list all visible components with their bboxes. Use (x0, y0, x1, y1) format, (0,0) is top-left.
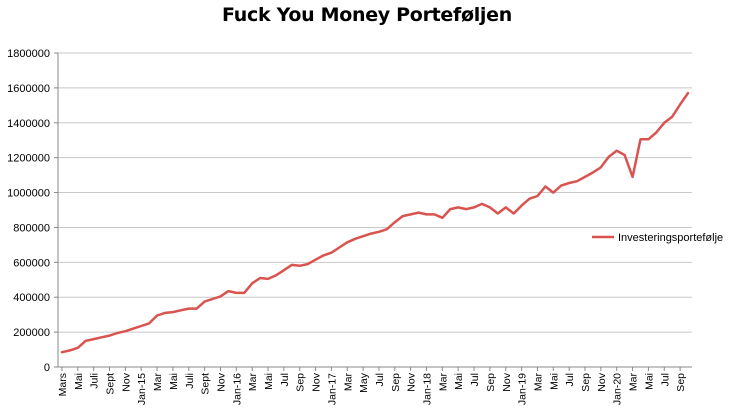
x-tick-label: Juli (89, 373, 101, 389)
x-tick-label: Nov (311, 372, 323, 391)
y-tick-label: 0 (44, 362, 50, 374)
x-tick-label: Mar (152, 373, 164, 392)
axes (57, 53, 692, 368)
x-tick-label: Nov (216, 372, 228, 391)
x-tick-label: Mar (533, 373, 545, 392)
chart-title: Fuck You Money Porteføljen (222, 4, 512, 26)
series-group (60, 91, 690, 354)
x-tick-label: Sep (580, 373, 592, 392)
x-tick-label: Mar (437, 373, 449, 392)
x-tick-label: May (358, 372, 370, 393)
x-tick-label: Jul (374, 373, 386, 386)
y-tick-label: 400000 (13, 292, 50, 304)
x-tick-label: Mars (57, 373, 69, 396)
x-tick-label: Jul (564, 373, 576, 386)
x-tick-label: Mai (168, 373, 180, 390)
x-tick-label: Sep (675, 373, 687, 392)
x-tick-label: Jan-15 (136, 373, 148, 405)
y-tick-label: 1800000 (7, 48, 50, 60)
x-tick-label: Mai (453, 373, 465, 390)
x-tick-label: Jul (279, 373, 291, 386)
x-tick-label: Sept (200, 373, 212, 395)
x-tick-label: Nov (406, 372, 418, 391)
y-tick-label: 800000 (13, 222, 50, 234)
gridlines (58, 52, 692, 333)
series-line-investeringsportefolje (60, 91, 690, 354)
x-axis-ticks: Mars Mai Juli Sept Nov Jan-15 Mar Mai Juli Sept No… (57, 367, 687, 405)
x-tick-label: Sep (390, 373, 402, 392)
x-tick-label: Nov (501, 372, 513, 391)
x-tick-label: Jan-20 (612, 373, 624, 405)
x-tick-label: Sep (485, 373, 497, 392)
x-tick-label: Mar (247, 373, 259, 392)
y-tick-label: 1000000 (7, 188, 50, 200)
x-tick-label: Jan-18 (422, 373, 434, 405)
x-tick-label: Sep (295, 373, 307, 392)
x-tick-label: Mai (643, 373, 655, 390)
y-tick-label: 200000 (13, 327, 50, 339)
y-tick-label: 1200000 (7, 153, 50, 165)
legend-label: Investeringsportefølje (618, 232, 723, 244)
y-tick-label: 600000 (13, 257, 50, 269)
x-tick-label: Mar (628, 373, 640, 392)
x-tick-label: Juli (184, 373, 196, 389)
x-tick-label: Jul (469, 373, 481, 386)
x-tick-label: Jul (659, 373, 671, 386)
y-axis-ticks: 0 200000 400000 600000 800000 1000000 1200000 1… (7, 48, 58, 374)
x-tick-label: Mai (263, 373, 275, 390)
x-tick-label: Jan-17 (326, 373, 338, 405)
x-tick-label: Mai (73, 373, 85, 390)
y-tick-label: 1400000 (7, 118, 50, 130)
x-tick-label: Jan-16 (231, 373, 243, 405)
x-tick-label: Jan-19 (517, 373, 529, 405)
x-tick-label: Mai (548, 373, 560, 390)
legend: Investeringsportefølje (592, 232, 723, 244)
y-tick-label: 1600000 (7, 83, 50, 95)
x-tick-label: Mar (342, 373, 354, 392)
x-tick-label: Sept (105, 373, 117, 395)
x-tick-label: Nov (596, 372, 608, 391)
x-tick-label: Nov (120, 372, 132, 391)
